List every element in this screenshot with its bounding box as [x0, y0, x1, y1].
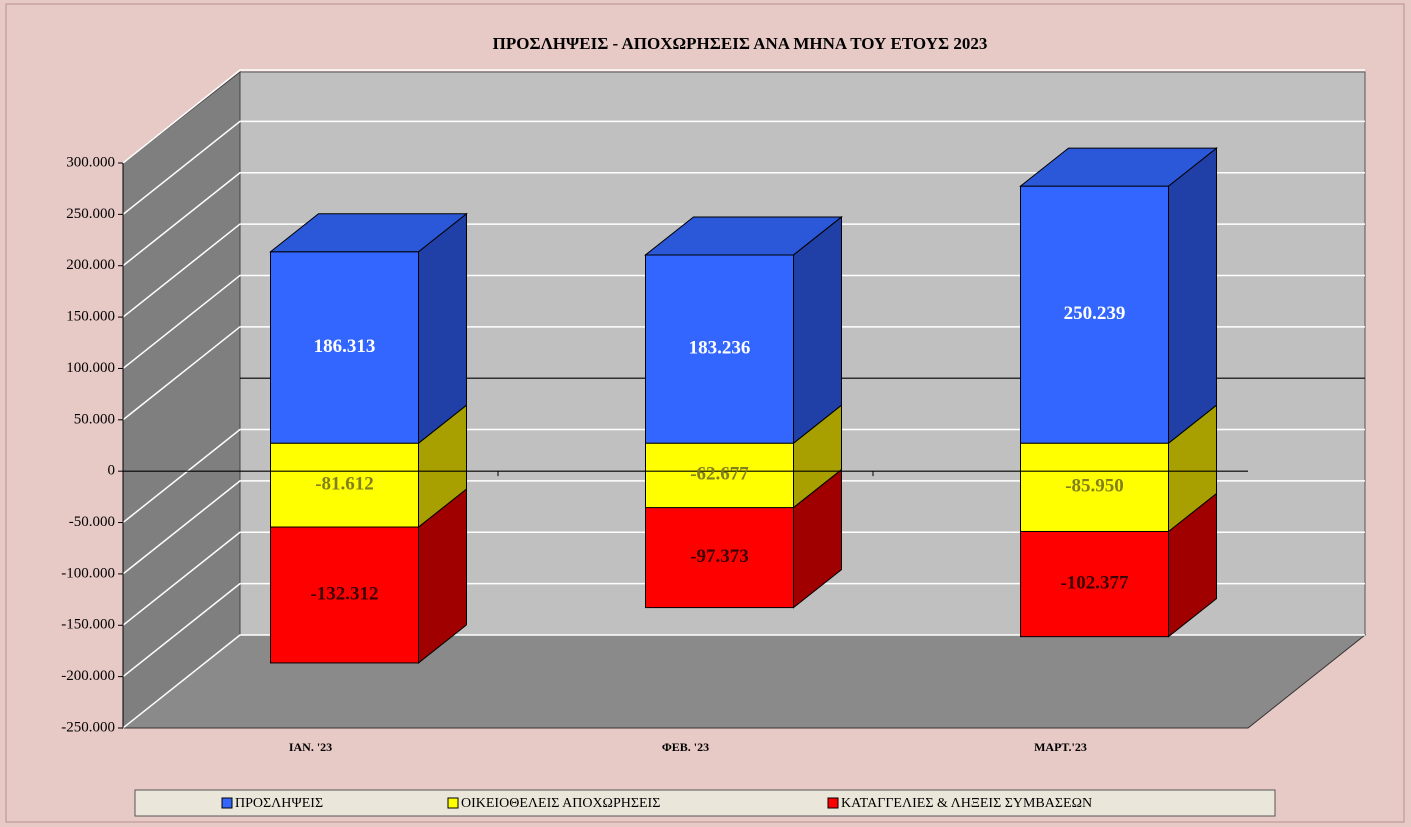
- bar-side: [793, 215, 842, 445]
- value-label: -85.950: [1065, 476, 1124, 497]
- value-label: -102.377: [1060, 572, 1129, 593]
- grid-line: [122, 634, 1365, 729]
- y-tick-label: 0: [108, 463, 116, 479]
- x-tick-label: ΜΑΡΤ.'23: [1034, 740, 1087, 754]
- bar-top: [644, 216, 843, 256]
- grid-line: [122, 171, 1365, 267]
- value-label: 186.313: [314, 336, 376, 357]
- bar: [1020, 530, 1169, 638]
- value-label: -62.677: [690, 464, 749, 485]
- bar-top: [269, 213, 468, 253]
- frame: [5, 3, 1405, 823]
- y-tick-label: -50.000: [69, 514, 115, 530]
- legend-swatch: [827, 797, 839, 809]
- bar: [1020, 442, 1169, 532]
- value-label: -132.312: [310, 583, 378, 604]
- legend-label: ΠΡΟΣΛΗΨΕΙΣ: [235, 796, 323, 811]
- bar: [645, 507, 794, 609]
- bar: [270, 442, 419, 528]
- bar: [270, 251, 419, 444]
- bar-side: [1168, 147, 1217, 445]
- chart-title: ΠΡΟΣΛΗΨΕΙΣ - ΑΠΟΧΩΡΗΣΕΙΣ ΑΝΑ ΜΗΝΑ ΤΟΥ ΕΤ…: [493, 34, 988, 53]
- y-tick-label: -100.000: [61, 565, 115, 581]
- bar-side: [418, 212, 467, 445]
- grid-line: [122, 326, 1365, 421]
- y-tick-label: 300.000: [66, 154, 115, 170]
- y-tick-label: 50.000: [74, 411, 115, 427]
- legend-label: ΟΙΚΕΙΟΘΕΛΕΙΣ ΑΠΟΧΩΡΗΣΕΙΣ: [461, 796, 660, 811]
- y-tick-label: -200.000: [61, 668, 115, 684]
- legend-swatch: [221, 797, 233, 809]
- y-tick-label: -150.000: [61, 617, 115, 633]
- value-label: 183.236: [689, 337, 751, 358]
- grid-line: [122, 480, 1365, 575]
- y-tick-label: 200.000: [66, 257, 115, 273]
- bar: [1020, 185, 1169, 444]
- bar-top: [1019, 147, 1218, 187]
- legend-swatch: [447, 797, 459, 809]
- grid-line: [122, 274, 1365, 370]
- value-label: 250.239: [1064, 303, 1126, 324]
- grid-line: [122, 69, 1365, 164]
- legend: [134, 789, 1276, 817]
- x-tick-label: ΦΕΒ. '23: [662, 740, 709, 754]
- value-label: -97.373: [690, 546, 749, 567]
- grid-line: [122, 428, 1365, 524]
- y-tick-label: -250.000: [61, 719, 115, 735]
- bar: [645, 254, 794, 444]
- bar: [645, 442, 794, 509]
- legend-label: ΚΑΤΑΓΓΕΛΙΕΣ & ΛΗΞΕΙΣ ΣΥΜΒΑΣΕΩΝ: [841, 796, 1092, 811]
- y-tick-label: 150.000: [66, 309, 115, 325]
- grid-line: [122, 120, 1365, 215]
- y-tick-label: 100.000: [66, 360, 115, 376]
- x-tick-label: ΙΑΝ. '23: [289, 740, 332, 754]
- grid-line: [122, 582, 1365, 678]
- y-tick-label: 250.000: [66, 206, 115, 222]
- bar: [270, 526, 419, 664]
- value-label: -81.612: [315, 473, 374, 494]
- grid-line: [122, 223, 1365, 318]
- grid-line: [122, 531, 1365, 626]
